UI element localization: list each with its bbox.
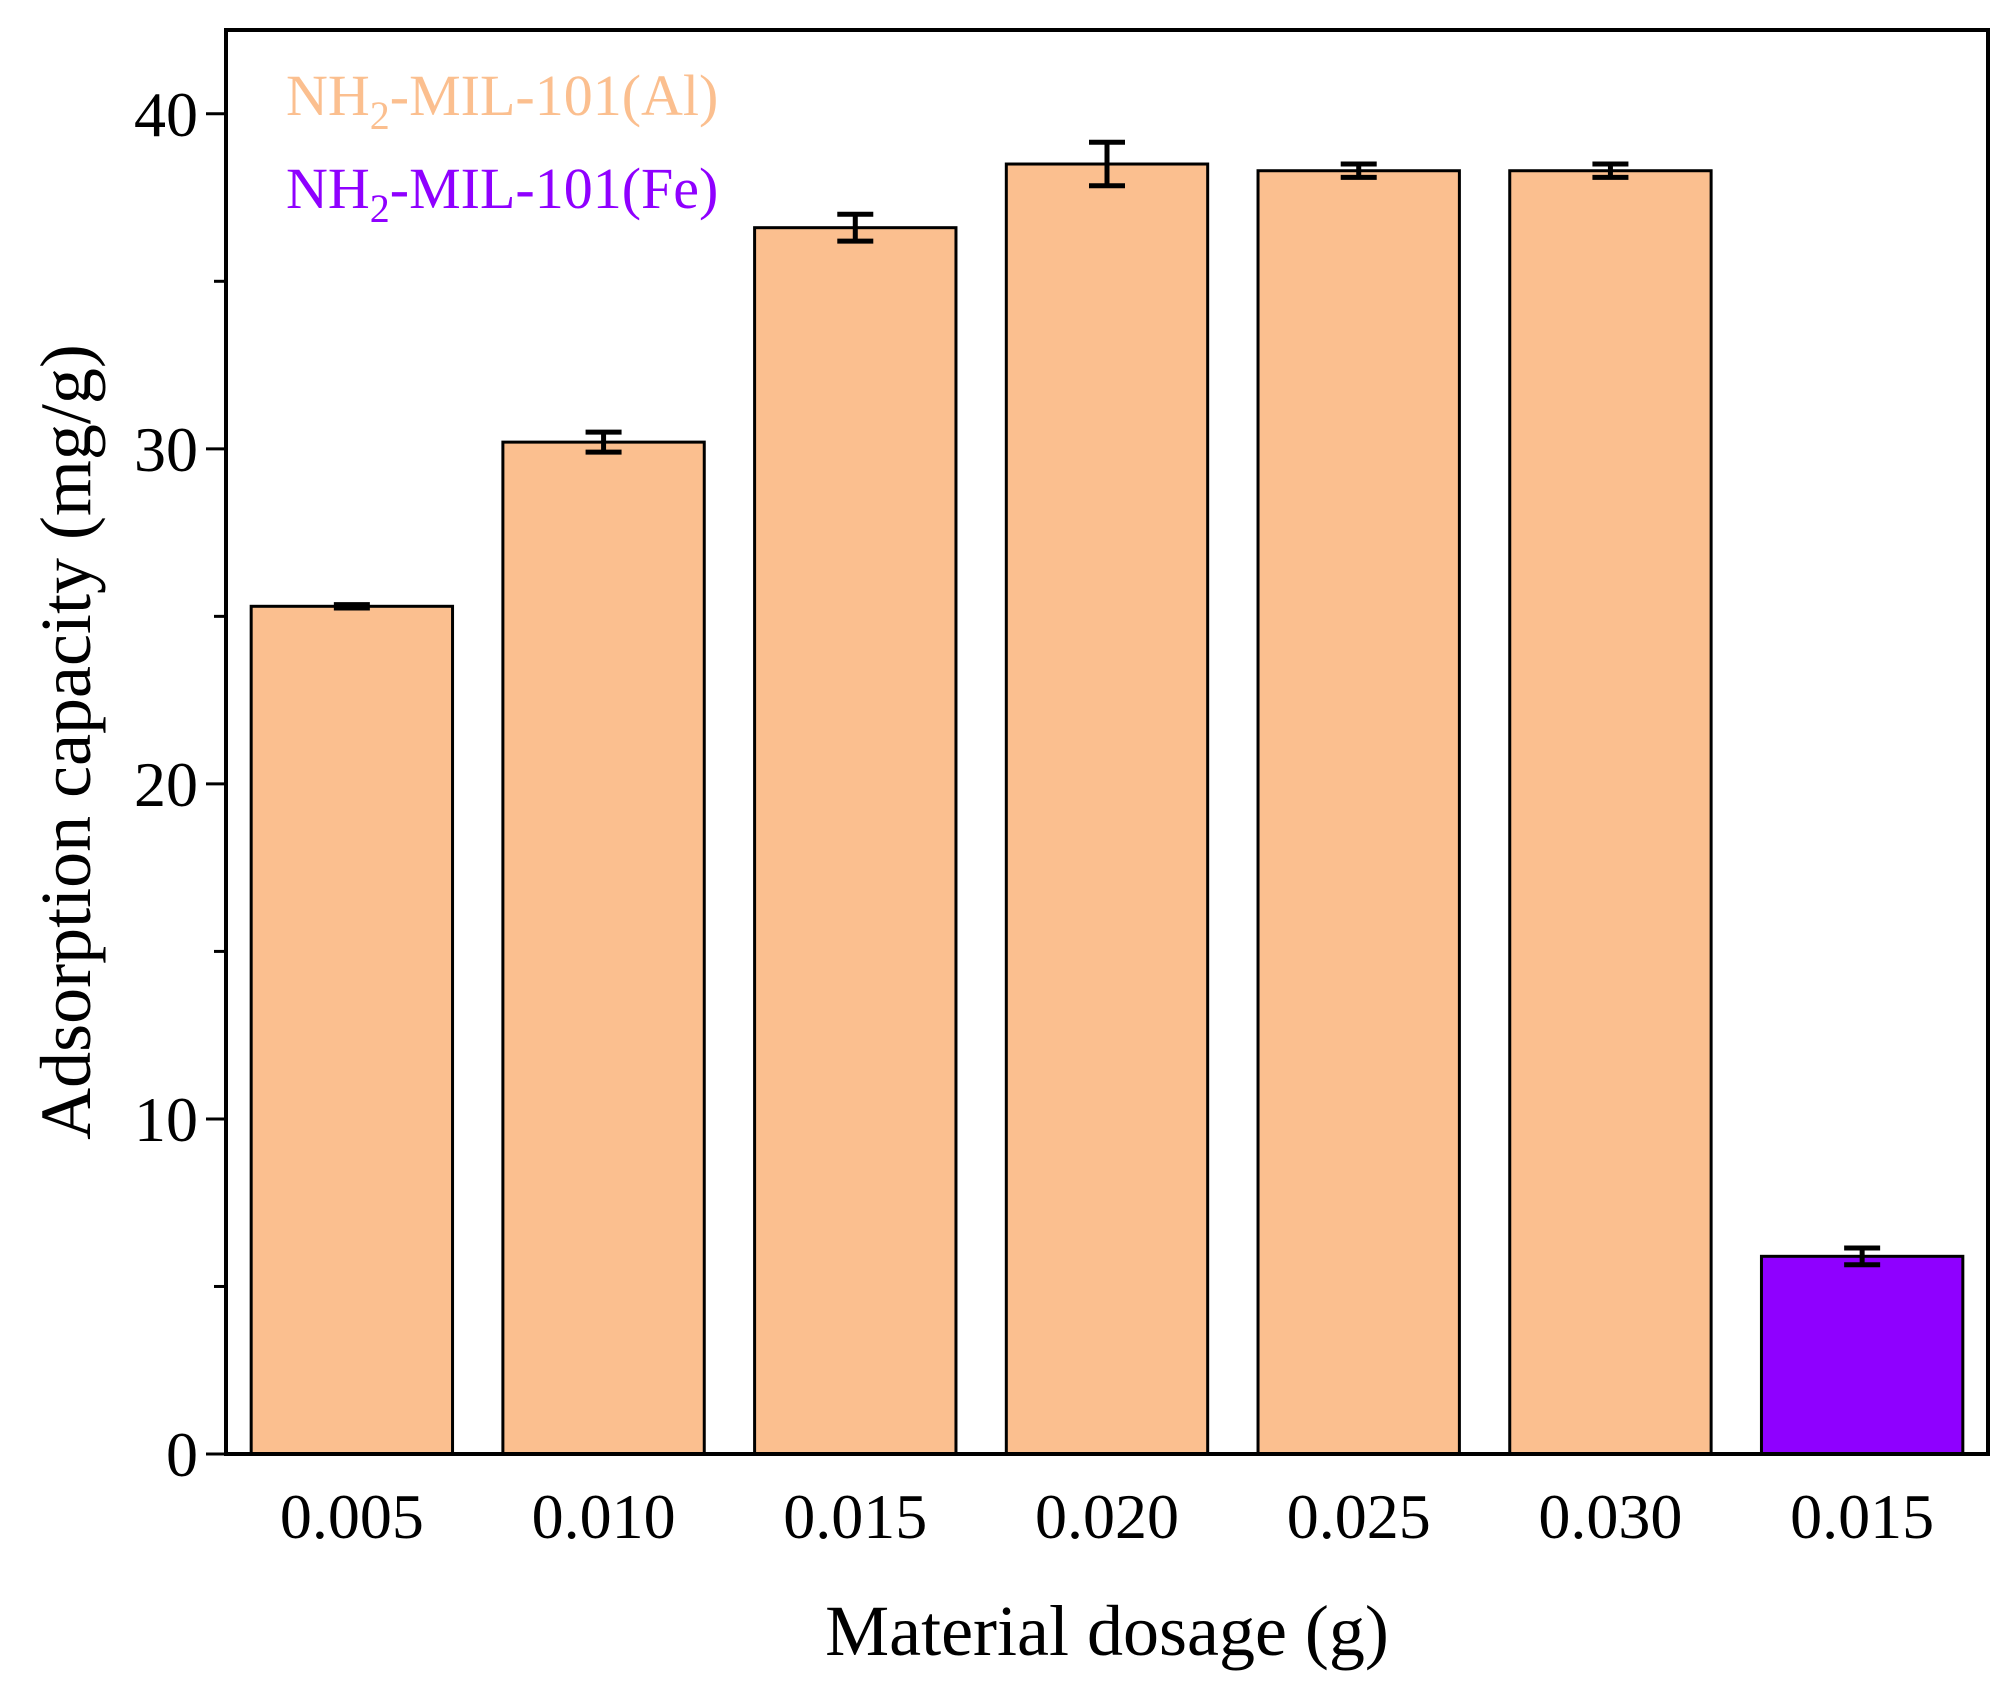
x-tick-label-5: 0.030 [1538, 1481, 1682, 1552]
y-tick-label-3: 30 [134, 414, 198, 485]
plot-frame [224, 28, 1990, 1456]
bar-4 [1256, 169, 1461, 1456]
x-tick-label-6: 0.015 [1790, 1481, 1934, 1552]
y-axis-title: Adsorption capacity (mg/g) [26, 344, 106, 1140]
x-tick-label-0: 0.005 [280, 1481, 424, 1552]
bars-layer [249, 162, 1965, 1456]
bar-5 [1508, 169, 1713, 1456]
error-bars-layer [333, 139, 1881, 1268]
x-tick-label-3: 0.020 [1035, 1481, 1179, 1552]
tick-labels-layer: 0.005 0.010 0.015 0.020 0.025 0.030 0.015 0 10 20… [134, 79, 1934, 1552]
bar-3 [1004, 162, 1210, 1456]
y-tick-label-0: 0 [166, 1419, 198, 1490]
error-bar-3 [1089, 139, 1125, 189]
x-tick-label-1: 0.010 [532, 1481, 676, 1552]
bar-6 [1759, 1254, 1965, 1456]
error-bar-0 [333, 602, 370, 611]
legend: NH2-MIL-101(Al) NH2-MIL-101(Fe) [286, 63, 718, 231]
x-axis-title: Material dosage (g) [825, 1591, 1389, 1671]
bar-2 [753, 226, 958, 1456]
error-bar-6 [1844, 1245, 1881, 1268]
y-tick-label-2: 20 [134, 749, 198, 820]
y-tick-label-4: 40 [134, 79, 198, 150]
error-bar-1 [585, 429, 622, 455]
legend-entry-1: NH2-MIL-101(Fe) [286, 156, 718, 231]
axes-layer [206, 28, 1990, 1456]
y-tick-label-1: 10 [134, 1084, 198, 1155]
x-tick-label-2: 0.015 [783, 1481, 927, 1552]
bar-0 [249, 604, 455, 1456]
error-bar-2 [837, 211, 874, 244]
legend-entry-0: NH2-MIL-101(Al) [286, 63, 718, 138]
error-bar-4 [1340, 161, 1377, 180]
x-tick-label-4: 0.025 [1287, 1481, 1431, 1552]
error-bar-5 [1592, 161, 1629, 180]
bar-1 [501, 440, 706, 1456]
